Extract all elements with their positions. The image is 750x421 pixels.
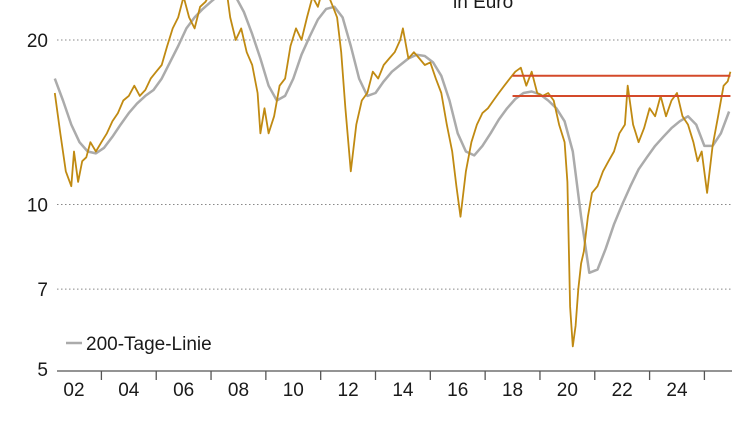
x-axis-ticks: 02 04 06 08 10 12 14 16 18 20 22 24: [63, 371, 706, 401]
y-tick-label-20: 20: [27, 31, 48, 52]
y-tick-label-7: 7: [37, 280, 48, 301]
ma200-line: [53, 0, 731, 275]
x-tick-label-04: 04: [118, 380, 140, 401]
legend-ma200-label: 200-Tage-Linie: [86, 334, 212, 355]
gridlines: [57, 39, 732, 290]
y-axis-tick-labels: 20 10 7 5: [27, 31, 48, 381]
y-tick-label-5: 5: [37, 360, 48, 381]
price-line: [53, 0, 732, 348]
x-tick-label-22: 22: [612, 380, 633, 401]
y-tick-label-10: 10: [27, 196, 48, 217]
x-tick-label-18: 18: [502, 380, 523, 401]
unit-subtitle: in Euro: [453, 0, 513, 13]
legend: 200-Tage-Linie: [66, 334, 212, 355]
x-tick-label-06: 06: [173, 380, 194, 401]
x-tick-label-24: 24: [666, 380, 688, 401]
ma200-series-group: [53, 0, 731, 275]
resistance-lines: [512, 74, 731, 97]
x-tick-label-12: 12: [338, 380, 359, 401]
x-tick-label-20: 20: [557, 380, 578, 401]
x-tick-label-10: 10: [283, 380, 304, 401]
x-tick-label-02: 02: [63, 380, 84, 401]
price-series-group: [53, 0, 732, 348]
x-tick-label-08: 08: [228, 380, 249, 401]
x-tick-label-14: 14: [392, 380, 414, 401]
x-tick-label-16: 16: [447, 380, 468, 401]
